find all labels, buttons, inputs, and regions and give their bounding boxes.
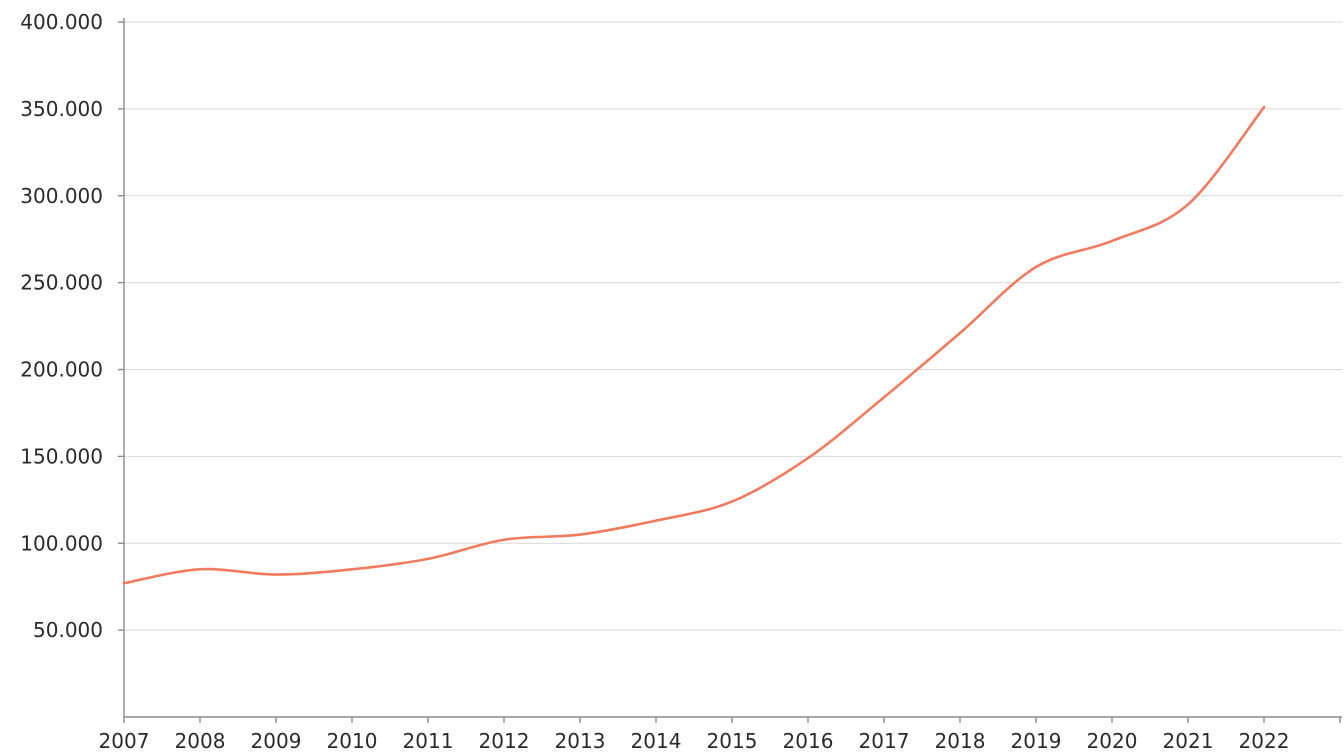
data-point-2018	[957, 330, 963, 336]
data-point-2009	[273, 572, 279, 578]
data-point-2015	[729, 499, 735, 505]
y-tick-label: 100.000	[20, 531, 103, 555]
data-point-2016	[805, 455, 811, 461]
data-point-2014	[653, 518, 659, 524]
data-point-2022	[1261, 104, 1267, 110]
x-tick-label: 2012	[479, 729, 530, 753]
series-layer	[121, 104, 1267, 586]
tick-labels: 50.000 100.000 150.000 200.000 250.000 300.00…	[20, 10, 1289, 753]
axes	[118, 18, 1342, 723]
x-tick-label: 2020	[1087, 729, 1138, 753]
y-tick-label: 150.000	[20, 444, 103, 468]
x-tick-label: 2017	[859, 729, 910, 753]
gridlines	[124, 21, 1342, 631]
data-point-2012	[501, 537, 507, 543]
y-tick-label: 250.000	[20, 271, 103, 295]
x-tick-label: 2010	[327, 729, 378, 753]
x-tick-label: 2021	[1163, 729, 1214, 753]
x-tick-label: 2018	[935, 729, 986, 753]
data-point-2020	[1109, 238, 1115, 244]
x-tick-label: 2009	[251, 729, 302, 753]
x-tick-label: 2013	[555, 729, 606, 753]
y-tick-label: 200.000	[20, 358, 103, 382]
y-tick-label: 400.000	[20, 10, 103, 34]
data-point-2017	[881, 394, 887, 400]
series-line	[122, 105, 1266, 585]
y-tick-label: 350.000	[20, 97, 103, 121]
x-tick-label: 2015	[707, 729, 758, 753]
x-tick-label: 2008	[175, 729, 226, 753]
x-tick-label: 2007	[99, 729, 150, 753]
x-tick-label: 2011	[403, 729, 454, 753]
x-tick-label: 2016	[783, 729, 834, 753]
data-point-2021	[1185, 201, 1191, 207]
data-point-2011	[425, 556, 431, 562]
y-tick-label: 50.000	[33, 618, 103, 642]
data-point-2007	[121, 580, 127, 586]
data-point-2019	[1033, 264, 1039, 270]
data-point-2010	[349, 566, 355, 572]
x-tick-label: 2019	[1011, 729, 1062, 753]
y-tick-label: 300.000	[20, 184, 103, 208]
data-point-2008	[197, 566, 203, 572]
data-point-2013	[577, 532, 583, 538]
x-tick-label: 2022	[1239, 729, 1290, 753]
x-tick-label: 2014	[631, 729, 682, 753]
